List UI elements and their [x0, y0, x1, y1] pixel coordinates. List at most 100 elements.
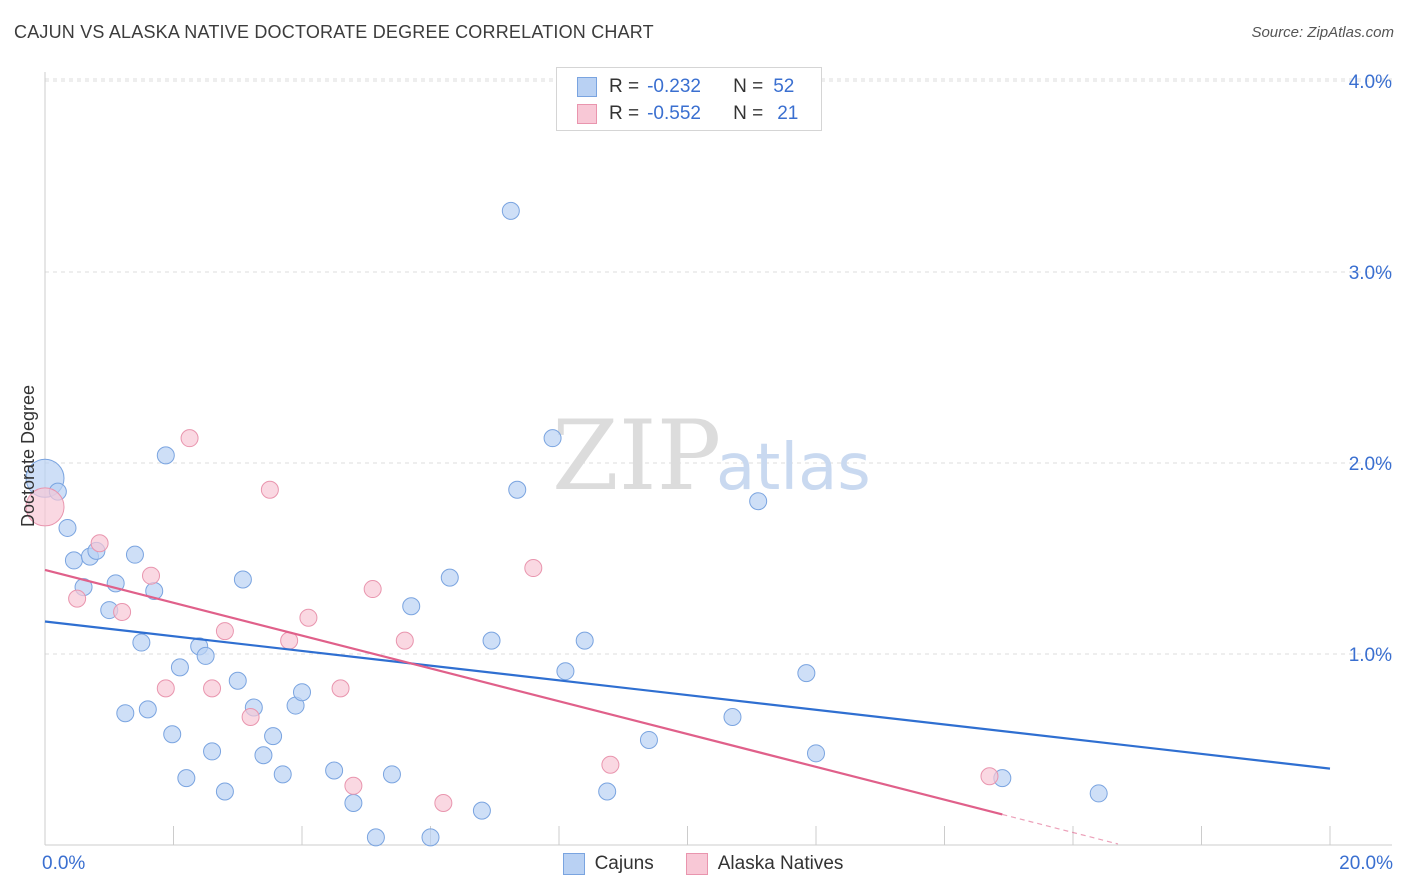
watermark-zip: ZIP — [552, 400, 721, 512]
cajun-point — [132, 633, 151, 652]
cajun-point — [344, 793, 363, 812]
alaska-point — [434, 793, 453, 812]
y-tick-label: 2.0% — [1349, 454, 1392, 475]
cajun-point — [382, 765, 401, 784]
legend-row-alaska: R = -0.552 N = 21 — [577, 101, 798, 127]
cajun-point — [116, 704, 135, 723]
y-tick-label: 4.0% — [1349, 72, 1392, 93]
legend-n-value: 21 — [777, 103, 799, 124]
alaska-point — [113, 602, 132, 621]
cajun-point — [482, 631, 501, 650]
stats-legend: R = -0.232 N = 52 R = -0.552 N = 21 — [556, 67, 822, 131]
chart-title: CAJUN VS ALASKA NATIVE DOCTORATE DEGREE … — [14, 22, 654, 42]
cajun-point — [293, 683, 311, 702]
legend-label-alaska: Alaska Natives — [717, 853, 844, 874]
alaska-point — [331, 679, 350, 698]
x-tick-label: 20.0% — [1339, 853, 1393, 874]
y-tick-label: 3.0% — [1349, 263, 1392, 284]
cajun-point — [807, 744, 825, 763]
legend-swatch-cajuns — [577, 77, 597, 97]
legend-r-value: -0.232 — [647, 76, 701, 97]
cajun-point — [440, 568, 459, 587]
cajun-point — [203, 742, 222, 761]
legend-label-cajuns: Cajuns — [594, 853, 654, 874]
cajun-point — [228, 671, 247, 690]
cajun-point — [472, 801, 491, 820]
alaska-point — [524, 559, 543, 578]
alaska-point — [980, 767, 999, 786]
cajun-point — [556, 662, 575, 681]
gridlines — [45, 78, 1392, 655]
cajun-point — [1089, 784, 1108, 803]
cajun-point — [366, 828, 385, 847]
cajun-point — [163, 725, 182, 744]
cajun-point — [508, 480, 527, 499]
cajun-point — [639, 730, 658, 749]
legend-swatch-cajuns — [562, 853, 585, 875]
cajun-point — [797, 664, 816, 683]
alaska-point — [241, 708, 260, 727]
legend-item-alaska[interactable]: Alaska Natives — [685, 853, 844, 875]
cajun-point — [723, 708, 742, 727]
trend-lines — [44, 568, 1331, 845]
series-legend: Cajuns Alaska Natives — [0, 851, 1406, 877]
cajun-point — [215, 782, 234, 801]
legend-swatch-alaska — [685, 853, 708, 875]
alaska-point — [299, 608, 318, 627]
y-tick-label: 1.0% — [1349, 645, 1392, 666]
legend-r-value: -0.552 — [647, 103, 701, 124]
legend-swatch-alaska — [577, 104, 597, 124]
legend-item-cajuns[interactable]: Cajuns — [562, 853, 654, 875]
legend-n-value: 52 — [773, 76, 795, 97]
data-points — [25, 201, 1108, 847]
alaska-point — [25, 487, 65, 527]
alaska-point — [215, 622, 234, 641]
alaska-point — [363, 580, 382, 599]
cajun-point — [598, 782, 617, 801]
cajun-point — [543, 429, 562, 448]
cajun-point — [233, 570, 252, 589]
alaska-point — [142, 566, 161, 585]
legend-row-cajuns: R = -0.232 N = 52 — [577, 74, 794, 100]
cajun-point — [273, 765, 292, 784]
cajun-point — [264, 727, 283, 746]
x-tick-label: 0.0% — [42, 853, 85, 874]
cajun-point — [138, 700, 157, 719]
legend-n-label: N = — [733, 76, 764, 97]
alaska-point — [395, 631, 414, 650]
cajun-point — [575, 631, 594, 650]
alaska-point — [180, 429, 199, 448]
source-credit: Source: ZipAtlas.com — [1251, 24, 1394, 41]
cajun-point — [170, 658, 189, 677]
cajun-point — [156, 446, 175, 465]
alaska-point — [601, 755, 620, 774]
watermark: ZIP atlas — [552, 400, 871, 512]
alaska-trend-line — [44, 568, 1003, 816]
alaska-point — [344, 776, 363, 795]
alaska-point — [90, 534, 109, 553]
cajun-point — [125, 545, 144, 564]
alaska-point — [203, 679, 222, 698]
cajun-point — [421, 828, 440, 847]
cajun-point — [196, 646, 215, 665]
cajun-point — [58, 518, 77, 537]
watermark-atlas: atlas — [716, 431, 871, 505]
cajun-point — [64, 551, 83, 570]
alaska-point — [260, 480, 279, 499]
legend-r-label: R = — [609, 76, 640, 97]
cajun-point — [177, 769, 196, 788]
cajun-point — [325, 761, 344, 780]
cajun-point — [402, 597, 421, 616]
legend-r-label: R = — [609, 103, 640, 124]
alaska-point — [156, 679, 175, 698]
cajun-point — [501, 201, 520, 220]
cajun-trend-line — [44, 620, 1331, 770]
cajun-point — [749, 492, 768, 511]
axis-labels: 1.0% 2.0% 3.0% 4.0% 0.0% 20.0% — [42, 72, 1393, 874]
legend-n-label: N = — [733, 103, 764, 124]
y-axis-label: Doctorate Degree — [18, 385, 38, 527]
alaska-point — [68, 589, 87, 608]
cajun-point — [254, 746, 273, 765]
alaska-trend-line-extension — [1002, 813, 1119, 845]
